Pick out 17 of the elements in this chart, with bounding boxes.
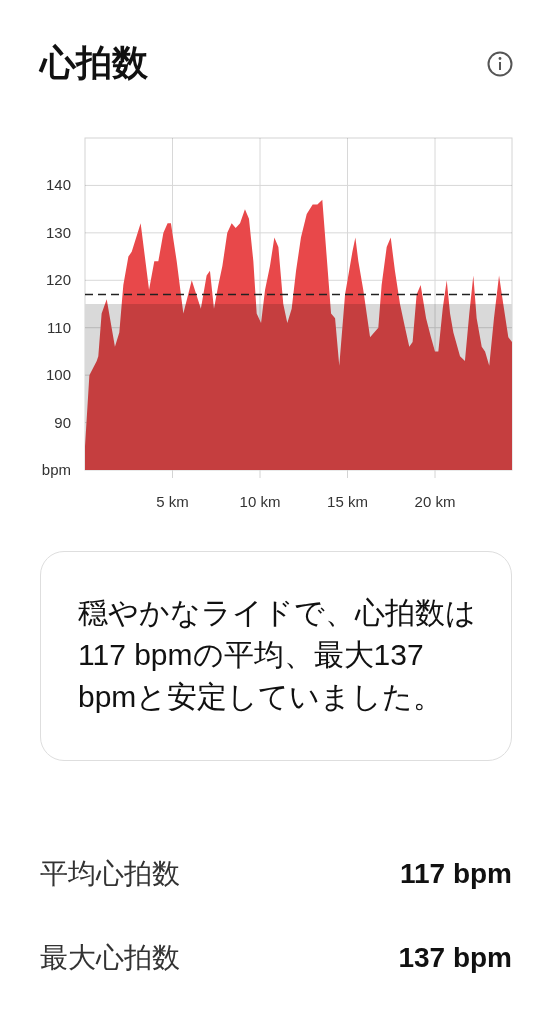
- text: 117 bpm: [399, 857, 512, 891]
- y-tick-label: 140: [45, 176, 71, 194]
- y-tick-label: 110: [47, 318, 71, 336]
- y-tick-label: 100: [45, 366, 71, 384]
- text: 平均心拍数: [40, 857, 180, 891]
- x-tick-label: 10 km: [239, 493, 281, 510]
- y-tick-label: 120: [45, 271, 71, 289]
- y-tick-label: bpm: [41, 461, 71, 478]
- x-tick-label: 5 km: [156, 493, 189, 510]
- chart-title: 心拍数: [40, 42, 148, 83]
- x-tick-label: 20 km: [414, 493, 456, 510]
- text: 137 bpm: [398, 941, 512, 975]
- y-tick-label: 90: [54, 413, 71, 431]
- x-tick-label: 15 km: [327, 493, 368, 510]
- text: 穏やかなライドで、心拍数は117 bpmの平均、最大137 bpmと安定していました。: [78, 595, 477, 715]
- text: 最大心拍数: [40, 941, 180, 975]
- y-tick-label: 130: [45, 223, 71, 241]
